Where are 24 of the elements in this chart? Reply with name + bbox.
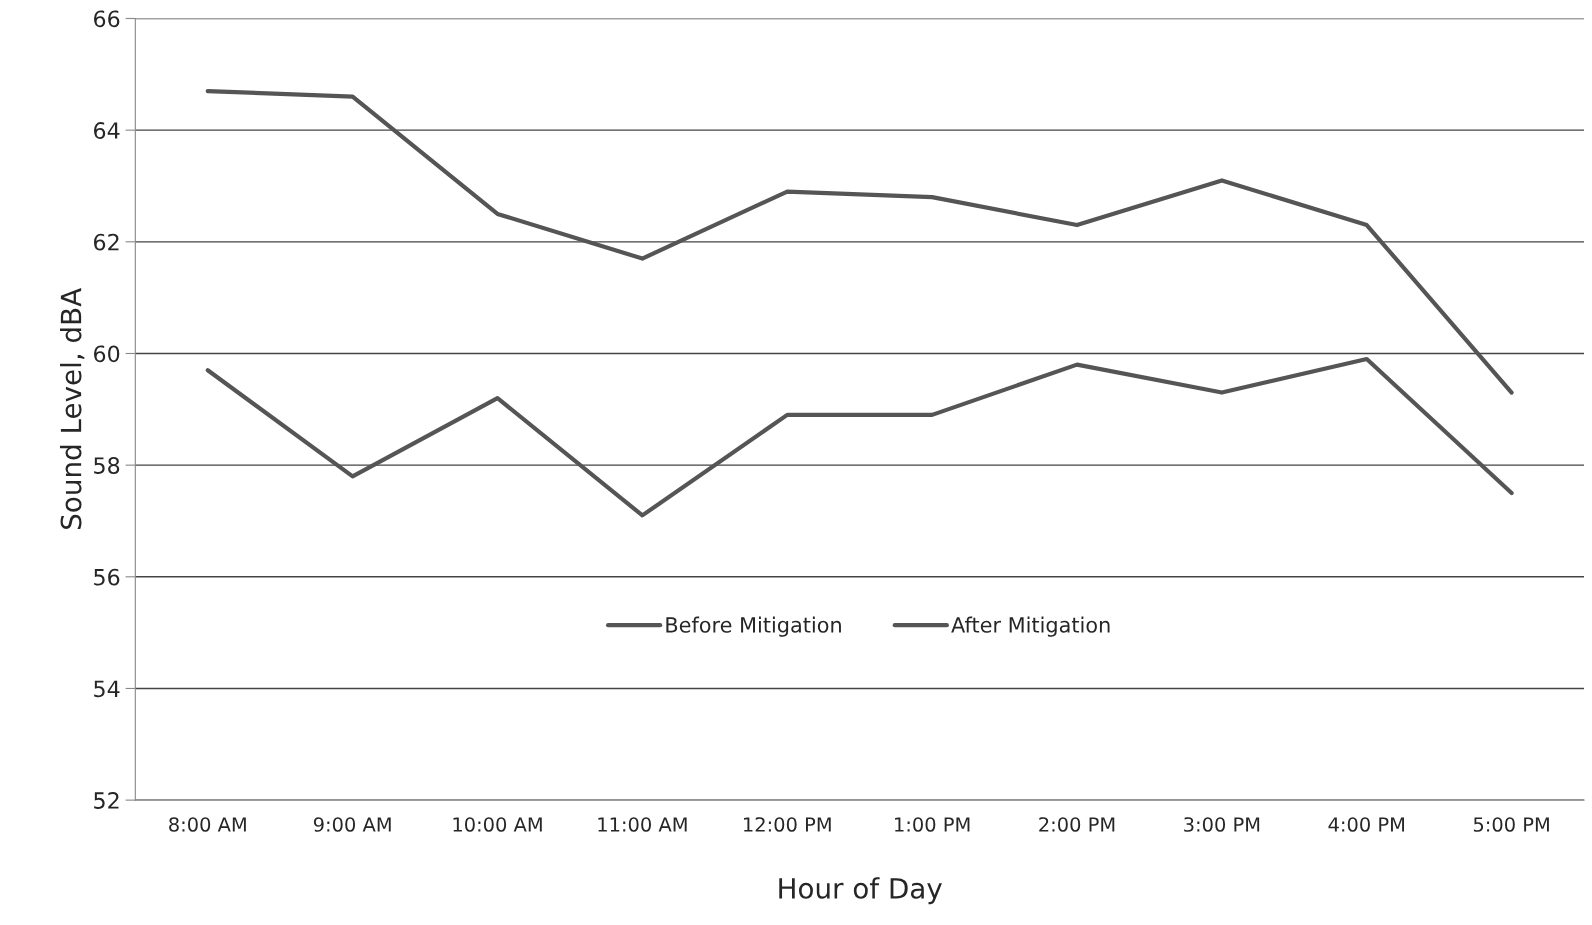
legend-label: Before Mitigation — [666, 616, 841, 637]
x-tick-label: 3:00 PM — [1184, 817, 1260, 832]
y-tick-label: 58 — [94, 457, 120, 474]
y-tick-label: 56 — [94, 568, 120, 586]
x-tick-label: 4:00 PM — [1328, 817, 1405, 832]
y-tick-label: 64 — [94, 122, 120, 139]
x-tick-label: 1:00 PM — [895, 817, 970, 832]
x-axis-title: Hour of Day — [779, 877, 942, 905]
y-axis-title: Sound Level, dBA — [60, 288, 85, 529]
legend-label: After Mitigation — [951, 616, 1110, 637]
y-tick-label: 62 — [94, 233, 119, 251]
x-tick-label: 8:00 AM — [169, 817, 246, 832]
x-tick-label: 10:00 AM — [453, 817, 542, 832]
y-tick-label: 66 — [94, 10, 120, 28]
y-tick-label: 52 — [94, 792, 119, 809]
x-tick-label: 5:00 PM — [1473, 817, 1549, 832]
line-series — [205, 88, 1514, 395]
x-tick-label: 2:00 PM — [1039, 817, 1115, 832]
line-series — [205, 356, 1514, 518]
x-tick-label: 11:00 AM — [598, 817, 687, 832]
y-tick-label: 54 — [94, 680, 120, 698]
x-tick-label: 9:00 AM — [313, 817, 391, 832]
y-tick-label: 60 — [94, 345, 120, 363]
x-tick-label: 12:00 PM — [744, 817, 831, 832]
